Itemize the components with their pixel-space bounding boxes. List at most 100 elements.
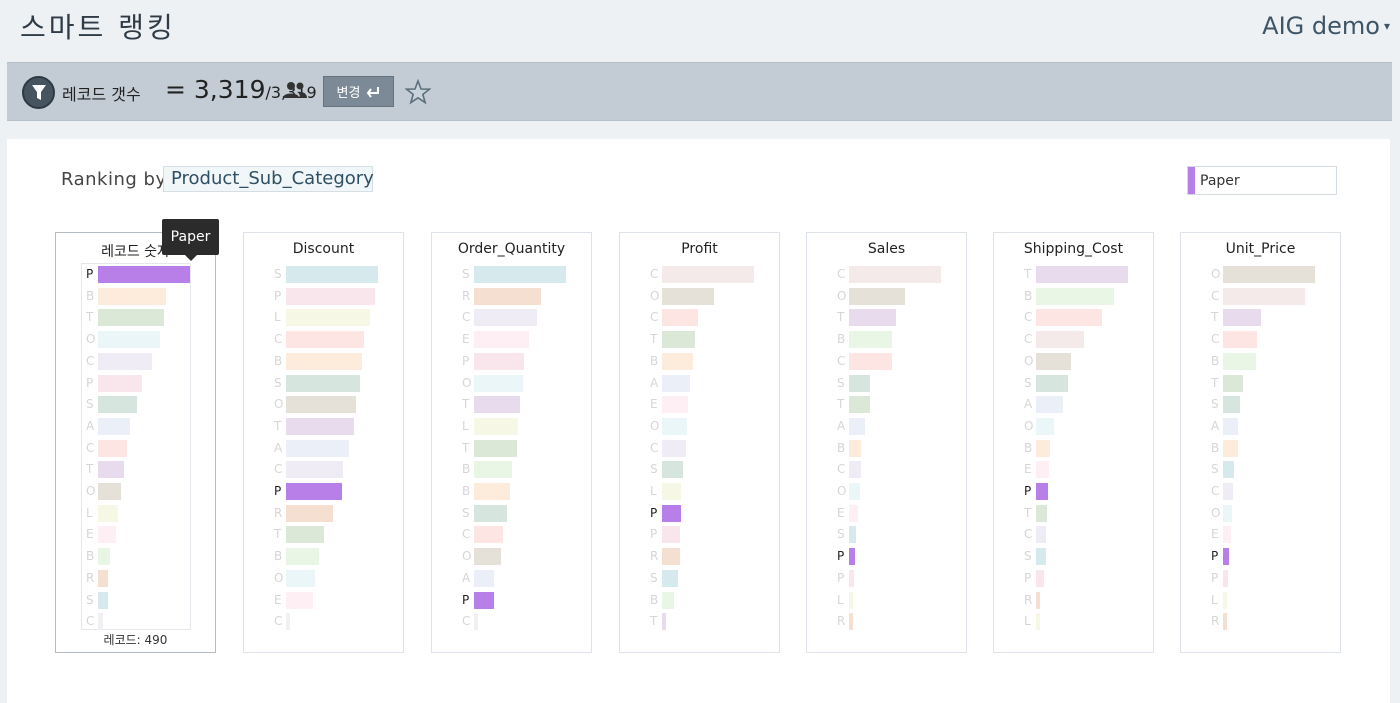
chart-bar[interactable] [98, 374, 142, 392]
chart-bar[interactable] [98, 417, 130, 435]
chart-bar-highlighted[interactable] [1036, 483, 1048, 500]
chart-bar[interactable] [474, 352, 524, 370]
chart-bar[interactable] [1223, 417, 1238, 435]
chart-bar[interactable] [662, 374, 690, 392]
chart-bar[interactable] [474, 309, 537, 327]
legend-filter[interactable]: Paper [1187, 166, 1337, 195]
chart-bar[interactable] [286, 504, 333, 522]
chart-bar[interactable] [1223, 287, 1305, 305]
chart-bar[interactable] [1223, 374, 1243, 392]
chart-bar[interactable] [1036, 417, 1054, 435]
chart-bar[interactable] [662, 569, 678, 587]
chart-bar[interactable] [286, 396, 356, 414]
chart-bar[interactable] [286, 287, 375, 305]
star-outline-icon[interactable] [405, 79, 431, 105]
chart-bar[interactable] [98, 352, 152, 370]
chart-bar[interactable] [286, 417, 354, 435]
chart-bar-highlighted[interactable] [849, 548, 855, 566]
chart-bar[interactable] [286, 439, 349, 457]
chart-bar[interactable] [662, 287, 714, 305]
chart-bar[interactable] [849, 439, 861, 457]
chart-bar[interactable] [98, 548, 110, 566]
chart-bar[interactable] [662, 461, 683, 479]
chart-bar[interactable] [662, 591, 674, 609]
user-menu[interactable]: AIG demo ▾ [1262, 12, 1390, 40]
chart-bar[interactable] [662, 309, 698, 327]
chart-bar[interactable] [849, 309, 896, 327]
chart-bar[interactable] [662, 417, 687, 435]
chart-bar[interactable] [286, 591, 313, 609]
chart-bar[interactable] [849, 483, 860, 500]
chart-bar[interactable] [286, 266, 378, 283]
chart-bar[interactable] [849, 396, 870, 414]
chart-bar[interactable] [849, 417, 865, 435]
chart-bar[interactable] [1223, 483, 1233, 500]
chart-bar[interactable] [98, 439, 127, 457]
chart-bar[interactable] [474, 374, 523, 392]
chart-bar[interactable] [474, 483, 510, 500]
chart-bar[interactable] [286, 613, 290, 631]
chart-bar[interactable] [474, 526, 503, 544]
chart-bar[interactable] [474, 548, 501, 566]
chart-bar[interactable] [1036, 439, 1050, 457]
chart-bar[interactable] [1036, 461, 1049, 479]
chart-bar[interactable] [286, 374, 360, 392]
chart-bar[interactable] [662, 526, 680, 544]
chart-bar[interactable] [662, 396, 688, 414]
ranking-field-select[interactable]: Product_Sub_Category [163, 166, 374, 192]
chart-bar[interactable] [849, 526, 856, 544]
chart-bar[interactable] [286, 352, 362, 370]
chart-bar[interactable] [1036, 613, 1040, 631]
chart-bar[interactable] [1036, 374, 1068, 392]
chart-bar[interactable] [98, 526, 116, 544]
chart-bar[interactable] [1036, 266, 1128, 283]
chart-bar[interactable] [1036, 504, 1047, 522]
chart-bar[interactable] [849, 613, 853, 631]
chart-bar[interactable] [662, 331, 695, 349]
chart-bar[interactable] [98, 396, 137, 414]
chart-bar-highlighted[interactable] [286, 483, 342, 500]
chart-bar[interactable] [1036, 396, 1063, 414]
chart-bar-highlighted[interactable] [98, 266, 190, 283]
chart-bar[interactable] [662, 548, 680, 566]
chart-bar[interactable] [1223, 526, 1231, 544]
filter-button[interactable] [22, 76, 55, 109]
chart-bar[interactable] [1036, 569, 1044, 587]
chart-bar[interactable] [1223, 396, 1240, 414]
chart-bar[interactable] [662, 266, 754, 283]
chart-bar[interactable] [474, 569, 494, 587]
chart-bar[interactable] [1036, 331, 1084, 349]
chart-bar[interactable] [98, 287, 166, 305]
chart-bar[interactable] [1223, 613, 1227, 631]
chart-bar[interactable] [286, 331, 364, 349]
chart-bar-highlighted[interactable] [662, 504, 681, 522]
chart-bar-highlighted[interactable] [1223, 548, 1229, 566]
chart-bar[interactable] [98, 569, 108, 587]
chart-bar[interactable] [98, 591, 108, 609]
chart-bar[interactable] [849, 266, 941, 283]
chart-bar[interactable] [1036, 526, 1046, 544]
chart-bar[interactable] [286, 526, 324, 544]
chart-bar[interactable] [662, 483, 681, 500]
chart-bar[interactable] [849, 287, 905, 305]
chart-bar[interactable] [1223, 439, 1238, 457]
chart-bar[interactable] [474, 504, 507, 522]
chart-bar[interactable] [286, 309, 370, 327]
chart-bar[interactable] [474, 287, 541, 305]
chart-bar[interactable] [1036, 352, 1071, 370]
chart-bar[interactable] [1036, 287, 1114, 305]
chart-bar[interactable] [474, 266, 566, 283]
chart-bar[interactable] [1223, 266, 1315, 283]
chart-bar[interactable] [286, 548, 319, 566]
chart-bar[interactable] [98, 504, 118, 522]
chart-bar[interactable] [98, 309, 164, 327]
change-button[interactable]: 변경 [323, 76, 394, 107]
chart-bar[interactable] [662, 439, 686, 457]
chart-bar[interactable] [98, 461, 124, 479]
chart-bar[interactable] [1036, 548, 1046, 566]
chart-bar[interactable] [286, 569, 315, 587]
chart-bar[interactable] [849, 461, 861, 479]
chart-bar[interactable] [662, 613, 666, 631]
chart-bar[interactable] [1223, 504, 1232, 522]
chart-bar[interactable] [474, 417, 518, 435]
